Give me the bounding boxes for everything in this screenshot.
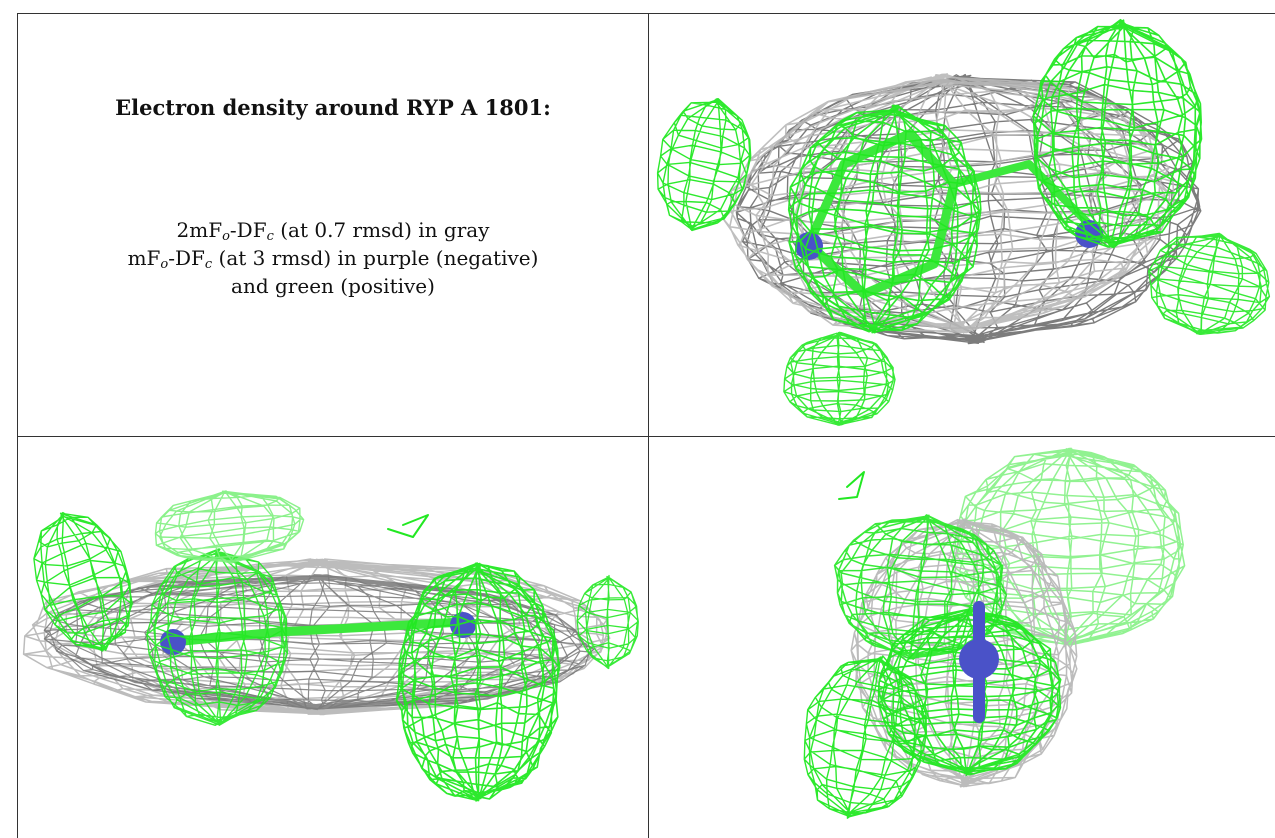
caption-cell: Electron density around RYP A 1801: 2mFo… — [17, 13, 649, 437]
green-mesh-upper-left-lines — [833, 514, 1008, 660]
nitrogen-atom-center — [959, 639, 999, 679]
caption-line-2mfo: 2mFo-DFc (at 0.7 rmsd) in gray — [18, 216, 648, 244]
caption-legend: 2mFo-DFc (at 0.7 rmsd) in gray mFo-DFc (… — [18, 216, 648, 300]
green-mesh-top — [154, 490, 305, 565]
green-mesh-lower-left-lines — [803, 655, 927, 819]
green-mesh-right-ellipsoid — [395, 562, 561, 802]
nitrogen-atom-left — [160, 629, 186, 655]
green-mesh-far-left — [33, 511, 133, 652]
line1-mid: -DF — [229, 218, 267, 242]
green-mesh-right-lines — [1147, 232, 1271, 335]
line2-suffix: (at 3 rmsd) in purple (negative) — [212, 246, 539, 270]
caption-line-mfo: mFo-DFc (at 3 rmsd) in purple (negative) — [18, 244, 648, 272]
green-mesh-far-left-lines — [33, 511, 133, 652]
green-mesh-upper-left — [833, 514, 1008, 660]
green-mesh-bottom — [783, 331, 896, 426]
green-mesh-lower-left — [803, 655, 927, 819]
green-mesh-fragment — [387, 514, 429, 538]
green-mesh-bottom-lines — [783, 331, 896, 426]
line1-sub-o: o — [222, 229, 230, 244]
green-mesh-left-ring — [146, 548, 289, 726]
caption-line-3: and green (positive) — [231, 274, 435, 298]
green-mesh-right — [1147, 232, 1271, 335]
line2-sub-c: c — [204, 257, 213, 272]
green-mesh-left — [656, 98, 752, 232]
caption-title: Electron density around RYP A 1801: — [115, 95, 551, 120]
electron-density-map-view-2 — [22, 490, 639, 802]
line1-prefix: 2mF — [176, 218, 223, 242]
green-mesh-ring-lines — [787, 104, 982, 334]
green-mesh-edge-lines — [576, 574, 639, 670]
green-mesh-fragment — [838, 471, 865, 500]
density-image-bottom-left — [17, 437, 649, 838]
line1-suffix: (at 0.7 rmsd) in gray — [273, 218, 490, 242]
electron-density-map-view-1 — [656, 18, 1271, 426]
green-mesh-ring — [787, 104, 982, 334]
line2-sub-o: o — [160, 257, 169, 272]
green-mesh-top-right — [1032, 18, 1203, 249]
line2-prefix: mF — [127, 246, 161, 270]
line2-mid: -DF — [168, 246, 205, 270]
green-mesh-left-ring-lines — [146, 548, 289, 726]
green-mesh-right-ellipsoid-lines — [395, 562, 561, 802]
electron-density-map-view-3 — [803, 447, 1186, 819]
density-image-bottom-right — [649, 437, 1275, 838]
ligand-chain — [950, 160, 1093, 228]
line1-sub-c: c — [266, 229, 274, 244]
green-mesh-edge — [576, 574, 639, 670]
green-mesh-top-right-lines — [1032, 18, 1203, 249]
green-mesh-top-lines — [154, 490, 305, 565]
green-mesh-left-lines — [656, 98, 752, 232]
density-image-top-right — [649, 13, 1275, 437]
